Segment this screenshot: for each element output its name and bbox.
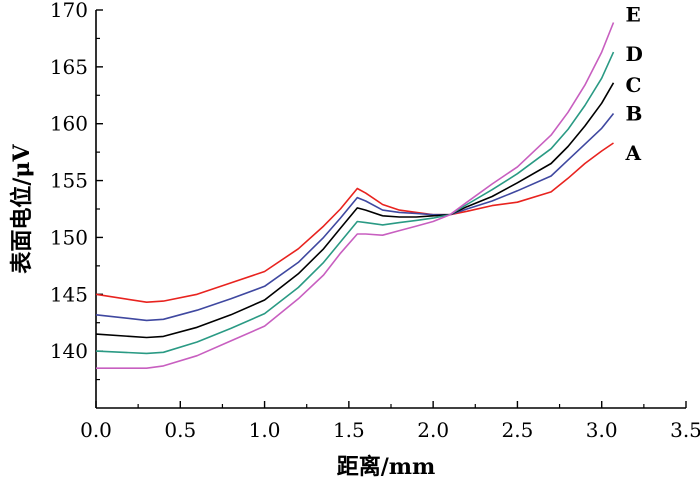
x-tick-label: 1.5 — [333, 418, 365, 442]
series-label-d: D — [626, 42, 643, 66]
x-axis: 0.0 0.5 1.0 1.5 2.0 2.5 3.0 3.5 — [80, 401, 700, 442]
y-axis: 140 145 150 155 160 165 170 — [50, 0, 103, 381]
y-tick-label: 150 — [50, 225, 88, 249]
y-tick-label: 160 — [50, 112, 88, 136]
y-tick-label: 165 — [50, 55, 88, 79]
series-line-a — [95, 142, 614, 304]
y-axis-title: 表面电位/μV — [9, 143, 35, 273]
series-line-b — [95, 113, 615, 322]
x-tick-label: 3.0 — [586, 418, 618, 442]
y-tick-label: 145 — [50, 282, 88, 306]
series-line-d — [95, 51, 615, 355]
x-tick-label: 2.0 — [417, 418, 449, 442]
x-axis-title: 距离/mm — [337, 454, 436, 480]
series-line-e — [96, 22, 615, 370]
series-label-c: C — [626, 73, 642, 97]
y-tick-label: 170 — [50, 0, 88, 22]
x-tick-label: 1.0 — [249, 418, 281, 442]
y-tick-label: 140 — [50, 339, 88, 363]
series-label-e: E — [626, 3, 641, 27]
series-line-c — [95, 82, 615, 339]
y-tick-label: 155 — [50, 169, 88, 193]
x-tick-label: 0.5 — [164, 418, 196, 442]
x-tick-label: 2.5 — [502, 418, 534, 442]
plot-area — [95, 10, 686, 409]
series-label-a: A — [625, 141, 642, 165]
x-tick-label: 3.5 — [670, 418, 700, 442]
x-tick-label: 0.0 — [80, 418, 112, 442]
series-lines — [95, 22, 615, 370]
series-label-b: B — [626, 101, 643, 125]
